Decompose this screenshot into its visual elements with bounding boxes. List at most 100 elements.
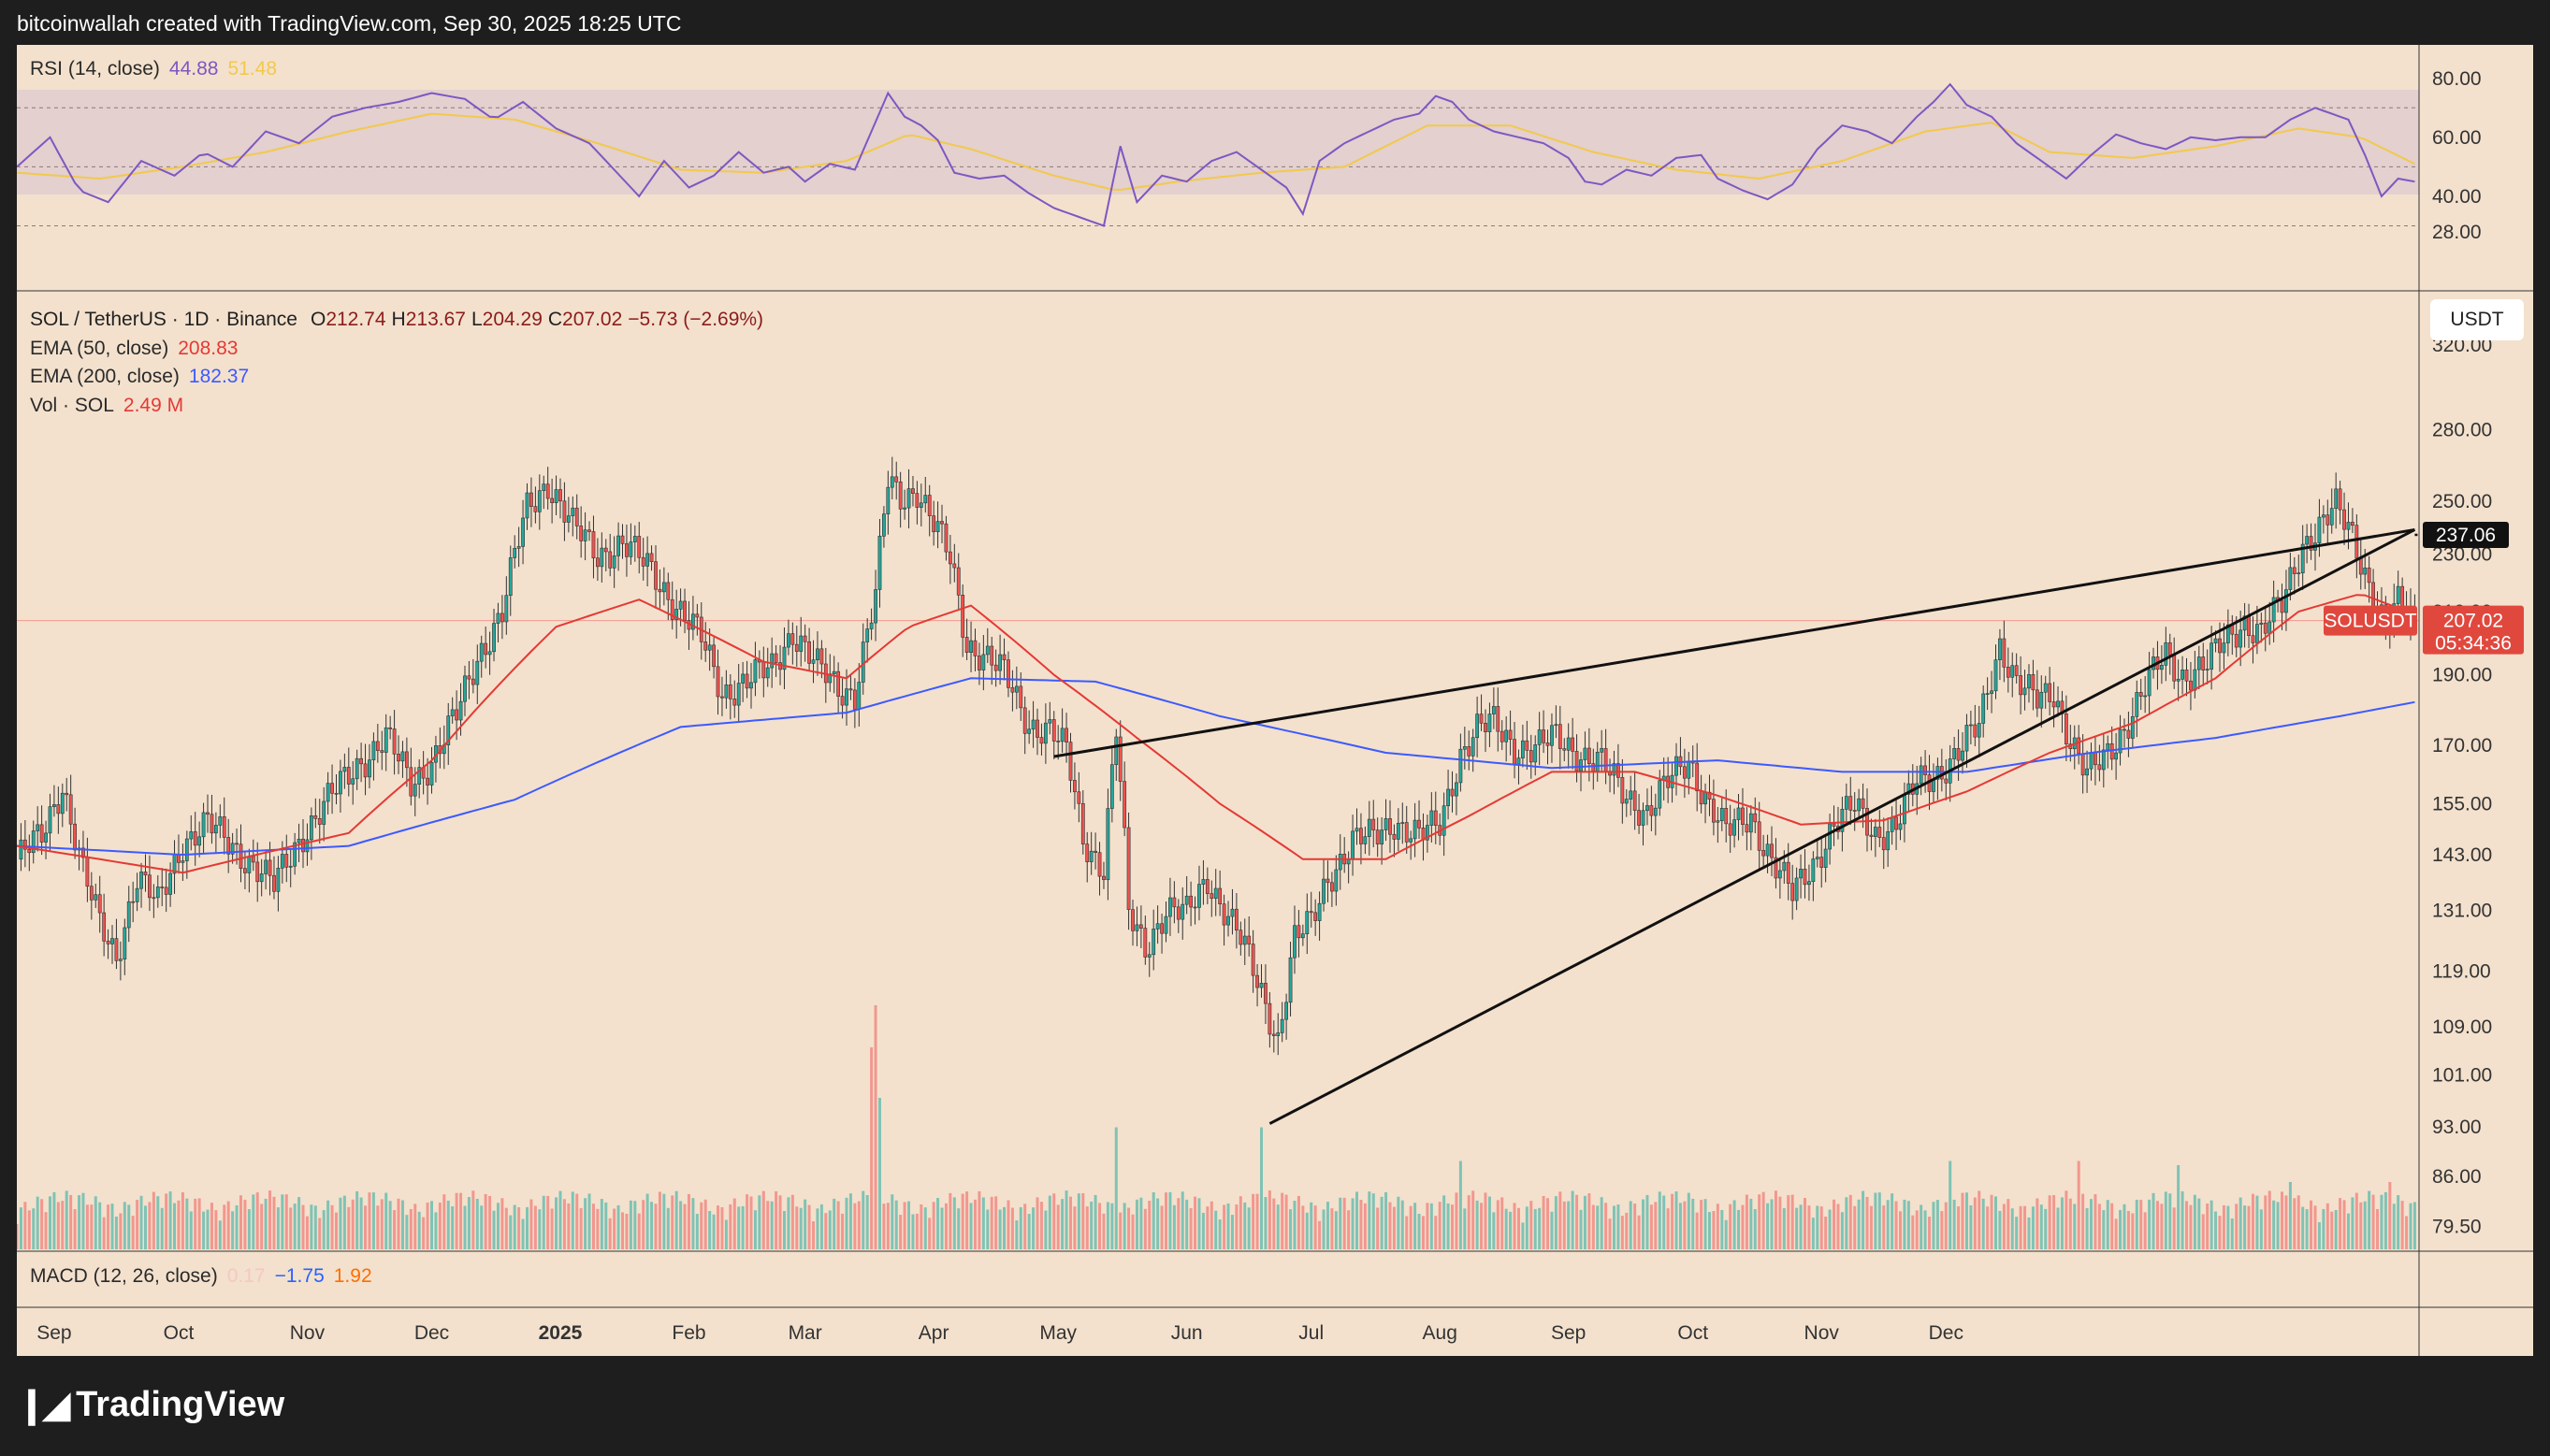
currency-button[interactable]: USDT <box>2430 299 2524 340</box>
volume-bar <box>1952 1199 1956 1249</box>
candle-body <box>1313 912 1318 921</box>
candle-body <box>139 872 143 889</box>
candle-body <box>2234 633 2238 648</box>
volume-bar <box>2044 1208 2048 1249</box>
candle-body <box>1462 746 1467 750</box>
candle-body <box>102 912 107 942</box>
volume-bar <box>2201 1214 2205 1249</box>
volume-bar <box>2015 1217 2019 1249</box>
candle-body <box>935 521 940 532</box>
volume-bar <box>2243 1205 2247 1249</box>
candle-body <box>1404 822 1409 843</box>
volume-bar <box>2412 1202 2416 1249</box>
volume-legend-value: 2.49 M <box>123 395 184 416</box>
candle-body <box>990 645 994 666</box>
candle-body <box>193 831 197 846</box>
volume-bar <box>1168 1191 1172 1249</box>
candle-body <box>164 887 168 895</box>
candle-body <box>2126 729 2131 739</box>
candle-body <box>1160 923 1164 934</box>
volume-bar <box>2148 1199 2152 1249</box>
volume-bar <box>674 1190 678 1249</box>
candle-body <box>272 874 276 892</box>
volume-bar <box>1492 1212 1496 1249</box>
volume-bar <box>293 1204 297 1249</box>
candle-body <box>1222 903 1226 926</box>
volume-bar <box>1073 1206 1077 1249</box>
time-axis-label: Sep <box>36 1322 71 1344</box>
volume-bar <box>1268 1190 1271 1249</box>
time-axis-label: Nov <box>290 1322 326 1344</box>
candle-body <box>1712 799 1716 823</box>
candle-body <box>339 771 342 795</box>
candle-body <box>1944 778 1949 784</box>
volume-bar <box>1313 1205 1317 1249</box>
volume-bar <box>2090 1199 2093 1249</box>
candle-body <box>2167 642 2172 656</box>
volume-bar <box>326 1200 330 1249</box>
candle-body <box>2288 567 2293 590</box>
volume-bar <box>1322 1209 1326 1249</box>
candle-body <box>293 842 297 867</box>
volume-bar <box>1068 1196 1072 1249</box>
tradingview-logo-icon: ❙◢ <box>17 1386 70 1425</box>
volume-bar <box>1903 1199 1906 1249</box>
price-axis-label: 250.00 <box>2432 491 2492 512</box>
candle-body <box>1840 809 1845 832</box>
ema200-legend-value: 182.37 <box>188 366 250 387</box>
candle-body <box>691 613 695 630</box>
candle-body <box>135 887 139 902</box>
candle-body <box>1919 765 1923 785</box>
volume-bar <box>2218 1216 2222 1249</box>
candle-body <box>73 823 77 851</box>
candle-body <box>1741 807 1745 826</box>
volume-bar <box>1044 1210 1048 1249</box>
volume-bar <box>608 1218 612 1249</box>
candle-body <box>496 613 500 624</box>
volume-bar <box>1181 1191 1184 1249</box>
volume-bar <box>318 1218 322 1249</box>
candle-body <box>184 838 189 861</box>
volume-bar <box>451 1206 455 1249</box>
volume-bar <box>413 1204 417 1249</box>
candle-body <box>787 633 790 648</box>
candle-body <box>537 490 542 512</box>
candle-body <box>1135 924 1139 931</box>
volume-bar <box>2081 1193 2085 1249</box>
tradingview-logo[interactable]: ❙◢ TradingView <box>17 1384 284 1426</box>
candle-body <box>1043 722 1048 744</box>
candle-body <box>2085 768 2089 776</box>
candle-body <box>280 854 284 869</box>
candle-body <box>1695 762 1700 792</box>
volume-bar <box>2023 1205 2027 1249</box>
volume-bar <box>1255 1193 1259 1249</box>
candle-body <box>845 688 848 706</box>
candle-body <box>479 642 484 662</box>
candle-body <box>2109 742 2114 760</box>
volume-bar <box>1376 1207 1380 1249</box>
candle-body <box>1770 843 1774 858</box>
candle-body <box>923 495 928 504</box>
volume-bar <box>2359 1202 2363 1249</box>
candle-body <box>1230 908 1235 917</box>
volume-bar <box>1940 1211 1944 1249</box>
candle-body <box>2210 642 2214 670</box>
price-chart-svg[interactable]: 320.00280.00250.00230.00210.00190.00170.… <box>17 45 2533 1356</box>
volume-bar <box>1774 1190 1777 1249</box>
candle-body <box>155 887 160 899</box>
candle-body <box>177 854 181 863</box>
volume-bar <box>700 1202 703 1249</box>
rsi-line <box>17 82 2415 227</box>
volume-bar <box>1305 1212 1309 1249</box>
volume-bar <box>865 1195 869 1249</box>
candle-body <box>1010 687 1015 693</box>
volume-bar <box>69 1194 73 1249</box>
chart-area[interactable]: 320.00280.00250.00230.00210.00190.00170.… <box>17 45 2533 1356</box>
volume-bar <box>1480 1203 1484 1249</box>
candle-body <box>654 561 658 590</box>
volume-bar <box>1085 1206 1089 1249</box>
volume-bar <box>1106 1202 1109 1249</box>
volume-bar <box>1658 1191 1661 1249</box>
volume-bar <box>1056 1204 1060 1249</box>
candle-body <box>625 543 629 557</box>
